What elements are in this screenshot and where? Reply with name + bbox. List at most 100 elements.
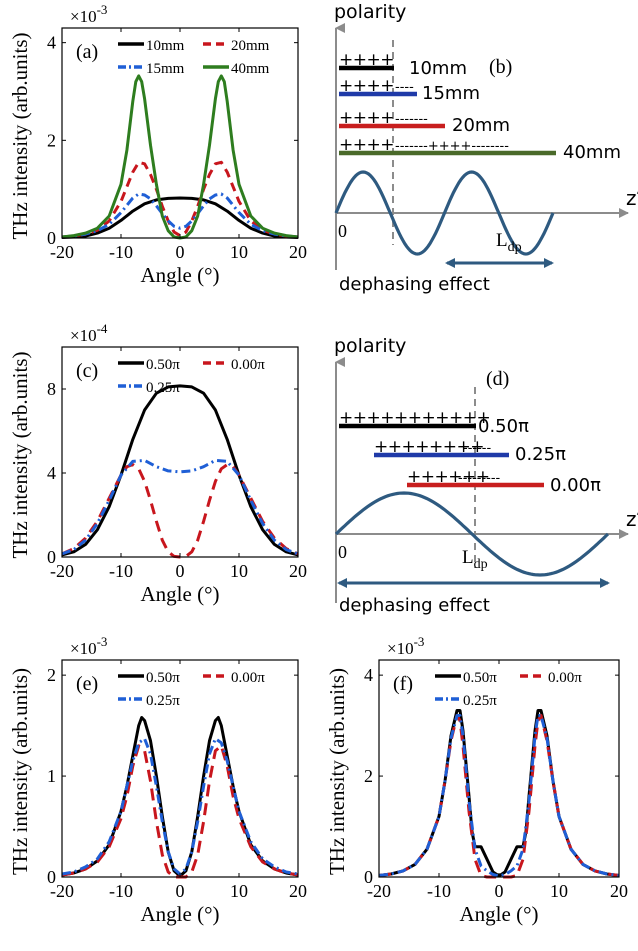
legend-label: 0.00π	[231, 670, 265, 686]
y-tick-label: 0	[47, 228, 56, 248]
x-axis-label: Angle (°)	[141, 902, 220, 926]
series-line-0.25π	[61, 458, 299, 556]
row-label: 15mm	[422, 83, 480, 104]
y-tick-label: 8	[47, 379, 56, 399]
series-line-0.50π	[61, 384, 299, 557]
x-tick-label: 20	[610, 881, 628, 901]
y-tick-label: 0	[47, 547, 56, 567]
legend-label: 0.25π	[146, 693, 180, 709]
x-tick-label: 10	[230, 242, 248, 262]
x-tick-label: 20	[289, 881, 307, 901]
axis-exponent: ×10-3	[70, 634, 107, 658]
row-label: 40mm	[563, 142, 621, 163]
y-tick-label: 4	[364, 665, 373, 685]
series-line-0.50π	[378, 709, 620, 878]
polarity-plus: ++++	[339, 50, 394, 70]
plot-a: -20 -10 0 10 20 0 2 4 Angle (°) THz intensity (ar…	[8, 2, 307, 287]
series-line-0.00π	[61, 463, 299, 559]
y-tick-label: 4	[47, 463, 56, 483]
panel-label: (d)	[486, 368, 509, 390]
legend-label: 0.50π	[463, 670, 497, 686]
x-tick-label: -10	[427, 881, 451, 901]
dephasing-label: dephasing effect	[339, 595, 490, 616]
dephasing-wave	[334, 491, 610, 577]
x-tick-label: -10	[109, 242, 133, 262]
legend-label: 15mm	[146, 61, 185, 77]
plot-e: -20 -10 0 10 20 0 1 2 Angle (°) THz intensity (ar…	[8, 634, 307, 926]
x-tick-label: 20	[289, 242, 307, 262]
x-tick-label: 0	[176, 242, 185, 262]
x-tick-label: 10	[230, 881, 248, 901]
dephasing-label: dephasing effect	[339, 274, 490, 295]
plot-c: -20 -10 0 10 20 0 4 8 Angle (°) THz intensity (ar…	[8, 321, 307, 606]
x-tick-label: -10	[109, 881, 133, 901]
legend-label: 0.50π	[146, 670, 180, 686]
y-tick-label: 2	[364, 766, 373, 786]
x-axis-label: Angle (°)	[460, 902, 539, 926]
x-tick-label: -20	[50, 881, 74, 901]
polarity-plus: ++++	[339, 108, 394, 128]
legend-label: 0.50π	[146, 357, 180, 373]
y-tick-label: 1	[47, 766, 56, 786]
y-axis-label: THz intensity (arb.units)	[325, 668, 349, 875]
x-tick-label: -10	[109, 561, 133, 581]
axis-exponent: ×10-3	[70, 2, 107, 26]
x-tick-label: -20	[367, 881, 391, 901]
plot-f: -20 -10 0 10 20 0 2 4 Angle (°) THz intensity (ar…	[325, 634, 628, 926]
series-line-0.00π	[378, 714, 620, 879]
x-tick-label: 0	[176, 881, 185, 901]
x-tick-label: 0	[176, 561, 185, 581]
panel-label: (a)	[76, 41, 98, 63]
y-tick-label: 4	[47, 33, 56, 53]
dephasing-length-label: Ldp	[462, 547, 488, 572]
y-tick-label: 2	[47, 665, 56, 685]
polarity-label: polarity	[334, 1, 406, 23]
z-axis-label: z′	[626, 186, 638, 210]
polarity-minus: ----	[395, 80, 414, 95]
x-axis-label: Angle (°)	[141, 582, 220, 606]
legend-label: 0.00π	[548, 670, 582, 686]
series-line-15mm	[61, 192, 299, 239]
origin-label: 0	[338, 542, 347, 562]
polarity-plus: ++++++	[407, 467, 489, 487]
y-tick-label: 2	[47, 130, 56, 150]
legend-label: 0.00π	[231, 357, 265, 373]
row-label: 10mm	[409, 58, 467, 79]
legend-label: 10mm	[146, 38, 185, 54]
polarity-plus: ++++++++	[374, 437, 484, 457]
x-tick-label: 10	[230, 561, 248, 581]
dephasing-length-label: Ldp	[496, 230, 522, 255]
x-tick-label: 10	[550, 881, 568, 901]
legend-label: 20mm	[231, 38, 270, 54]
z-axis-label: z′	[626, 507, 638, 531]
y-axis-label: THz intensity (arb.units)	[8, 351, 32, 558]
series-line-20mm	[61, 160, 299, 239]
polarity-label: polarity	[334, 335, 406, 357]
panel-label: (f)	[393, 673, 413, 695]
series-line-0.25π	[378, 714, 620, 878]
series-line-10mm	[61, 196, 299, 239]
series-line-40mm	[61, 74, 299, 240]
legend-label: 0.25π	[146, 380, 180, 396]
polarity-plus: ++++	[339, 135, 394, 155]
row-label: 20mm	[452, 115, 510, 136]
row-label: 0.25π	[515, 444, 566, 465]
x-tick-label: -20	[50, 561, 74, 581]
y-axis-label: THz intensity (arb.units)	[8, 668, 32, 875]
y-tick-label: 0	[47, 867, 56, 887]
x-tick-label: -20	[50, 242, 74, 262]
legend-label: 0.25π	[463, 693, 497, 709]
series-line-0.25π	[61, 737, 299, 876]
panel-label: (e)	[76, 673, 98, 695]
polarity-plus: ++++	[339, 76, 394, 96]
series-line-0.50π	[61, 716, 299, 878]
panel-label: (b)	[489, 56, 512, 78]
row-label: 0.00π	[550, 475, 601, 496]
y-axis-label: THz intensity (arb.units)	[8, 32, 32, 239]
polarity-minus: -------	[395, 112, 428, 127]
y-tick-label: 0	[364, 867, 373, 887]
x-tick-label: 0	[495, 881, 504, 901]
x-tick-label: 20	[289, 561, 307, 581]
axis-exponent: ×10-4	[70, 321, 108, 345]
